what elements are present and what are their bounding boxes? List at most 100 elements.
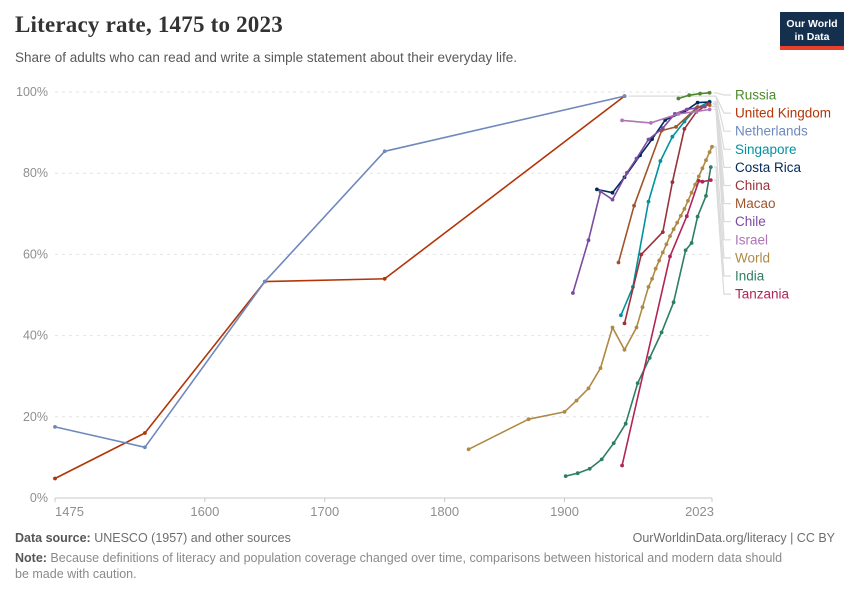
data-point-india[interactable] — [587, 466, 592, 471]
data-point-china[interactable] — [682, 126, 687, 131]
data-point-chile[interactable] — [634, 156, 639, 161]
data-point-russia[interactable] — [676, 96, 681, 101]
data-point-china[interactable] — [670, 180, 675, 185]
data-point-singapore[interactable] — [670, 134, 675, 139]
data-point-world[interactable] — [678, 213, 683, 218]
data-point-netherlands[interactable] — [382, 149, 387, 154]
data-point-world[interactable] — [668, 234, 672, 239]
data-point-world[interactable] — [693, 182, 698, 187]
data-point-united-kingdom[interactable] — [53, 476, 57, 481]
series-line-netherlands[interactable] — [54, 95, 626, 449]
data-point-world[interactable] — [710, 144, 714, 149]
data-point-world[interactable] — [682, 207, 687, 211]
data-point-world[interactable] — [526, 417, 531, 422]
data-point-chile[interactable] — [586, 238, 591, 243]
data-point-world[interactable] — [610, 325, 615, 330]
data-point-world[interactable] — [664, 242, 669, 247]
owid-logo[interactable]: Our World in Data — [780, 12, 844, 50]
data-point-chile[interactable] — [610, 197, 615, 202]
data-point-china[interactable] — [639, 252, 644, 257]
data-point-india[interactable] — [599, 457, 604, 462]
data-point-world[interactable] — [634, 325, 639, 330]
data-point-tanzania[interactable] — [708, 178, 713, 183]
data-point-india[interactable] — [708, 165, 713, 170]
data-point-chile[interactable] — [625, 170, 629, 175]
data-point-india[interactable] — [575, 471, 580, 476]
data-point-world[interactable] — [707, 150, 712, 155]
data-point-china[interactable] — [622, 321, 627, 326]
data-point-israel[interactable] — [694, 109, 699, 114]
data-point-chile[interactable] — [660, 126, 665, 130]
data-point-world[interactable] — [657, 258, 662, 263]
data-point-world[interactable] — [574, 398, 579, 403]
data-point-netherlands[interactable] — [262, 279, 267, 284]
data-point-russia[interactable] — [707, 90, 712, 95]
data-point-india[interactable] — [563, 474, 568, 478]
data-point-world[interactable] — [622, 347, 627, 352]
legend-item-israel[interactable]: Israel — [735, 232, 768, 247]
legend-item-china[interactable]: China — [735, 178, 771, 193]
data-point-chile[interactable] — [646, 137, 651, 142]
legend-item-chile[interactable]: Chile — [735, 214, 766, 229]
legend-item-world[interactable]: World — [735, 250, 770, 265]
data-point-india[interactable] — [635, 381, 640, 385]
data-point-india[interactable] — [611, 441, 616, 446]
data-point-macao[interactable] — [616, 260, 621, 265]
data-point-russia[interactable] — [687, 93, 692, 98]
data-point-world[interactable] — [660, 250, 665, 255]
series-line-costa-rica[interactable] — [596, 101, 711, 194]
data-point-world[interactable] — [598, 366, 603, 370]
series-line-russia[interactable] — [677, 92, 711, 100]
legend-item-singapore[interactable]: Singapore — [735, 142, 797, 157]
data-point-costa-rica[interactable] — [610, 190, 615, 195]
data-point-chile[interactable] — [702, 104, 707, 109]
data-point-macao[interactable] — [707, 103, 712, 107]
data-point-tanzania[interactable] — [700, 179, 705, 184]
data-point-india[interactable] — [659, 330, 664, 335]
data-point-world[interactable] — [671, 227, 676, 232]
data-point-world[interactable] — [675, 220, 680, 225]
legend-item-india[interactable]: India — [735, 269, 765, 284]
data-point-world[interactable] — [640, 305, 645, 310]
series-line-tanzania[interactable] — [621, 179, 712, 467]
data-point-india[interactable] — [683, 248, 688, 253]
data-point-world[interactable] — [650, 276, 654, 281]
data-point-singapore[interactable] — [619, 313, 623, 318]
data-point-united-kingdom[interactable] — [143, 431, 147, 435]
series-line-china[interactable] — [623, 103, 710, 325]
data-point-russia[interactable] — [698, 91, 702, 96]
data-point-singapore[interactable] — [658, 159, 663, 163]
series-line-united-kingdom[interactable] — [54, 95, 626, 480]
data-point-world[interactable] — [653, 266, 658, 271]
data-point-chile[interactable] — [571, 291, 575, 295]
data-point-israel[interactable] — [620, 118, 624, 123]
data-point-world[interactable] — [704, 158, 708, 163]
data-point-world[interactable] — [700, 166, 705, 171]
owid-link[interactable]: OurWorldinData.org/literacy | CC BY — [632, 531, 835, 545]
data-point-world[interactable] — [646, 285, 651, 289]
data-point-world[interactable] — [689, 190, 694, 195]
legend-item-macao[interactable]: Macao — [735, 196, 776, 211]
data-point-india[interactable] — [671, 300, 676, 305]
legend-item-russia[interactable]: Russia — [735, 88, 777, 103]
legend-item-netherlands[interactable]: Netherlands — [735, 124, 808, 139]
data-point-china[interactable] — [660, 230, 665, 235]
data-point-tanzania[interactable] — [620, 463, 624, 468]
legend-item-tanzania[interactable]: Tanzania — [735, 287, 790, 302]
data-point-netherlands[interactable] — [143, 445, 147, 450]
series-line-world[interactable] — [467, 146, 713, 451]
data-point-israel[interactable] — [676, 112, 681, 116]
data-point-united-kingdom[interactable] — [382, 276, 387, 281]
data-point-india[interactable] — [689, 241, 694, 245]
data-point-world[interactable] — [696, 174, 701, 179]
data-point-singapore[interactable] — [646, 199, 651, 204]
data-point-india[interactable] — [704, 194, 708, 198]
data-point-chile[interactable] — [684, 107, 689, 112]
data-point-world[interactable] — [586, 386, 591, 391]
data-point-costa-rica[interactable] — [595, 187, 599, 192]
data-point-macao[interactable] — [674, 125, 678, 129]
data-point-india[interactable] — [623, 421, 628, 426]
legend-item-united-kingdom[interactable]: United Kingdom — [735, 106, 831, 121]
data-point-india[interactable] — [695, 214, 700, 219]
data-point-india[interactable] — [647, 356, 652, 360]
